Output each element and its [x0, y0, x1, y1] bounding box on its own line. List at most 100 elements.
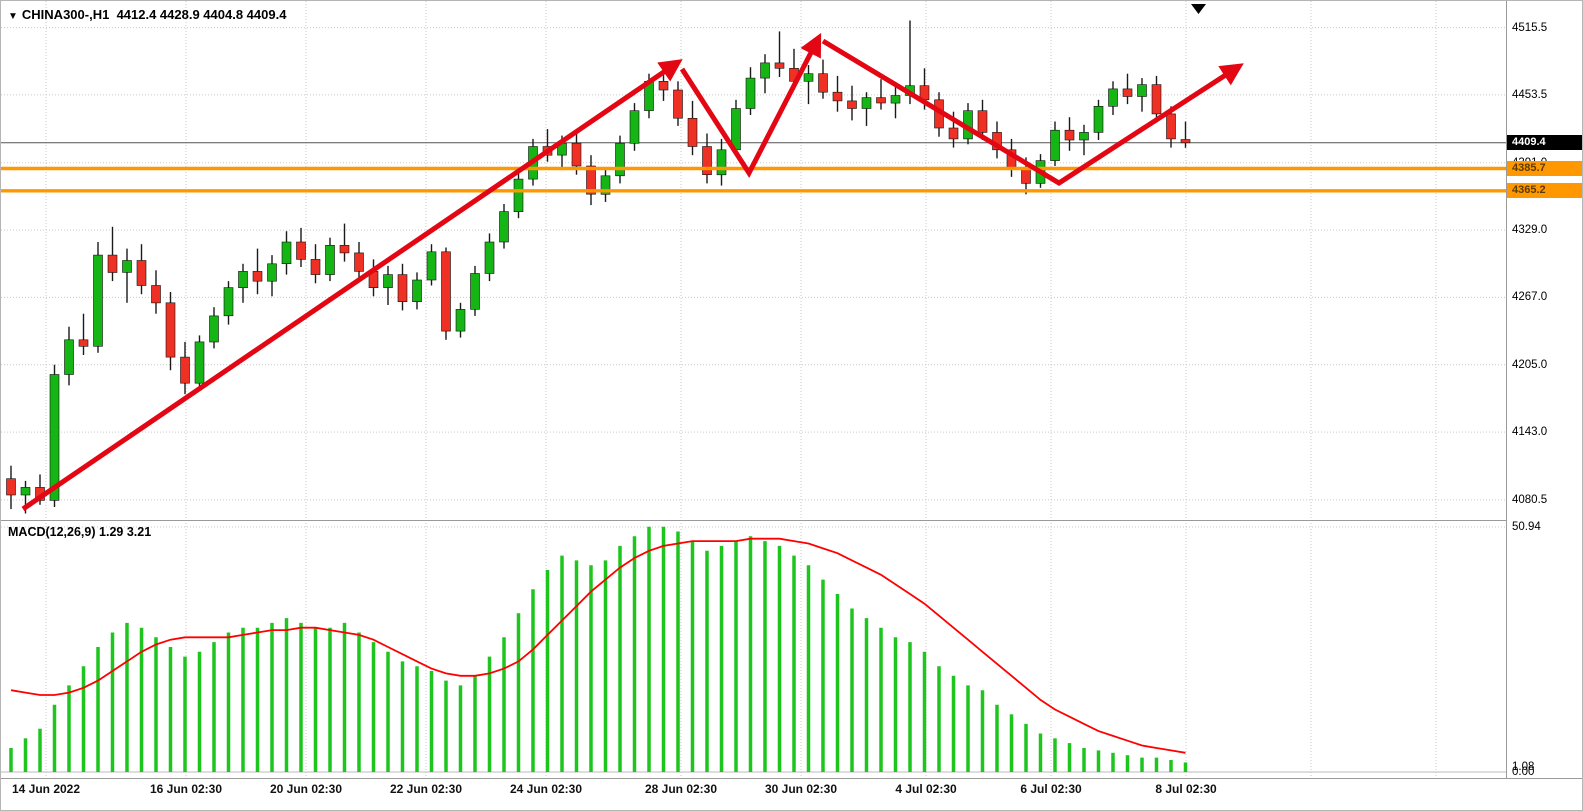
candle: [832, 75, 843, 112]
candle: [194, 335, 205, 390]
candle: [803, 65, 814, 105]
candle: [1108, 81, 1118, 115]
candle: [136, 244, 147, 295]
candle: [426, 244, 437, 286]
time-axis-label: 6 Jul 02:30: [1020, 782, 1082, 796]
macd-signal-line: [10, 537, 1186, 754]
symbol-dropdown-icon[interactable]: ▼: [8, 11, 18, 22]
candle: [383, 265, 393, 305]
chart-title: ▼ CHINA300-,H1 4412.4 4428.9 4404.8 4409.…: [8, 7, 286, 22]
candle: [180, 341, 190, 395]
time-axis: 14 Jun 2022 16 Jun 02:30 20 Jun 02:30 22 Ju…: [1, 778, 1506, 810]
symbol-timeframe-label: CHINA300-,H1: [21, 7, 110, 22]
macd-values-readout: 1.29 3.21: [99, 525, 152, 539]
price-axis-label: 4453.5: [1512, 88, 1548, 101]
macd-indicator-panel: [1, 520, 1506, 778]
macd-axis-label: 1.08: [1512, 760, 1535, 773]
ohlc-readout: 4412.4 4428.9 4404.8 4409.4: [116, 7, 287, 22]
candle: [267, 255, 277, 297]
candle: [223, 281, 234, 325]
price-axis-label: 4515.5: [1512, 21, 1548, 34]
candle: [1122, 73, 1133, 105]
price-axis: 4515.54453.54391.04329.04267.04205.04143…: [1506, 1, 1582, 778]
candle: [238, 263, 248, 303]
time-axis-label: 4 Jul 02:30: [895, 782, 957, 796]
candle: [629, 103, 640, 151]
candle: [78, 313, 89, 355]
candle: [484, 233, 495, 282]
candle: [296, 227, 306, 267]
time-axis-label: 8 Jul 02:30: [1155, 782, 1217, 796]
candle: [586, 155, 596, 206]
macd-axis-label: 50.94: [1512, 521, 1541, 533]
candle: [513, 171, 524, 219]
price-axis-label: 4267.0: [1512, 291, 1548, 304]
candle: [281, 231, 292, 275]
panel-separator[interactable]: [1, 520, 1582, 521]
candle: [397, 263, 408, 311]
trend-arrow[interactable]: [679, 32, 822, 178]
macd-histogram: [9, 526, 1188, 772]
current-price-badge: 4409.4: [1507, 134, 1582, 150]
candle: [252, 248, 263, 295]
candle: [977, 99, 988, 140]
candle: [1079, 124, 1089, 156]
trend-arrow[interactable]: [821, 38, 1244, 186]
price-axis-label: 4080.5: [1512, 493, 1548, 506]
candle: [673, 81, 683, 126]
time-axis-label: 22 Jun 02:30: [389, 782, 463, 796]
candle: [760, 54, 770, 94]
trend-arrow[interactable]: [21, 59, 683, 512]
candle: [745, 67, 756, 115]
candle: [64, 326, 74, 386]
candle: [6, 465, 16, 510]
candle: [470, 265, 480, 316]
candle: [209, 307, 219, 349]
macd-title: MACD(12,26,9) 1.29 3.21: [8, 525, 151, 539]
candle: [687, 100, 698, 156]
candle: [716, 138, 727, 186]
candle: [339, 223, 350, 262]
support-price-badge: 4365.2: [1507, 182, 1582, 198]
candle: [702, 133, 712, 184]
candle: [455, 302, 466, 338]
candle: [992, 121, 1002, 159]
candle: [861, 92, 872, 126]
time-axis-label: 16 Jun 02:30: [149, 782, 223, 796]
candle: [325, 237, 335, 282]
time-axis-label: 20 Jun 02:30: [269, 782, 343, 796]
time-axis-label: 30 Jun 02:30: [764, 782, 838, 796]
candle: [818, 59, 828, 99]
price-axis-label: 4329.0: [1512, 224, 1548, 237]
macd-name-label: MACD(12,26,9): [8, 525, 96, 539]
candle: [600, 168, 611, 202]
support-price-badge: 4385.7: [1507, 160, 1582, 176]
axis-separator: [1, 778, 1582, 779]
candle: [615, 135, 625, 184]
candle: [499, 204, 509, 249]
candle: [441, 247, 451, 340]
candle: [93, 242, 103, 353]
candle: [890, 86, 901, 119]
price-axis-label: 4205.0: [1512, 358, 1548, 371]
candle: [1093, 99, 1104, 140]
candle: [1180, 121, 1191, 148]
time-axis-label: 28 Jun 02:30: [644, 782, 718, 796]
candle: [774, 31, 785, 77]
candle: [542, 129, 553, 162]
candle: [165, 292, 176, 371]
candle: [1151, 75, 1162, 123]
candle: [151, 270, 161, 314]
candle: [354, 242, 364, 282]
time-axis-label: 24 Jun 02:30: [509, 782, 583, 796]
price-chart-panel: [1, 1, 1506, 520]
time-axis-label: 14 Jun 2022: [11, 782, 81, 796]
candle: [122, 248, 132, 303]
candle: [107, 226, 118, 282]
object-anchor-icon[interactable]: [1191, 4, 1206, 14]
candles: [6, 20, 1191, 514]
candle: [49, 364, 60, 507]
price-axis-label: 4143.0: [1512, 426, 1548, 439]
candle: [412, 272, 422, 310]
